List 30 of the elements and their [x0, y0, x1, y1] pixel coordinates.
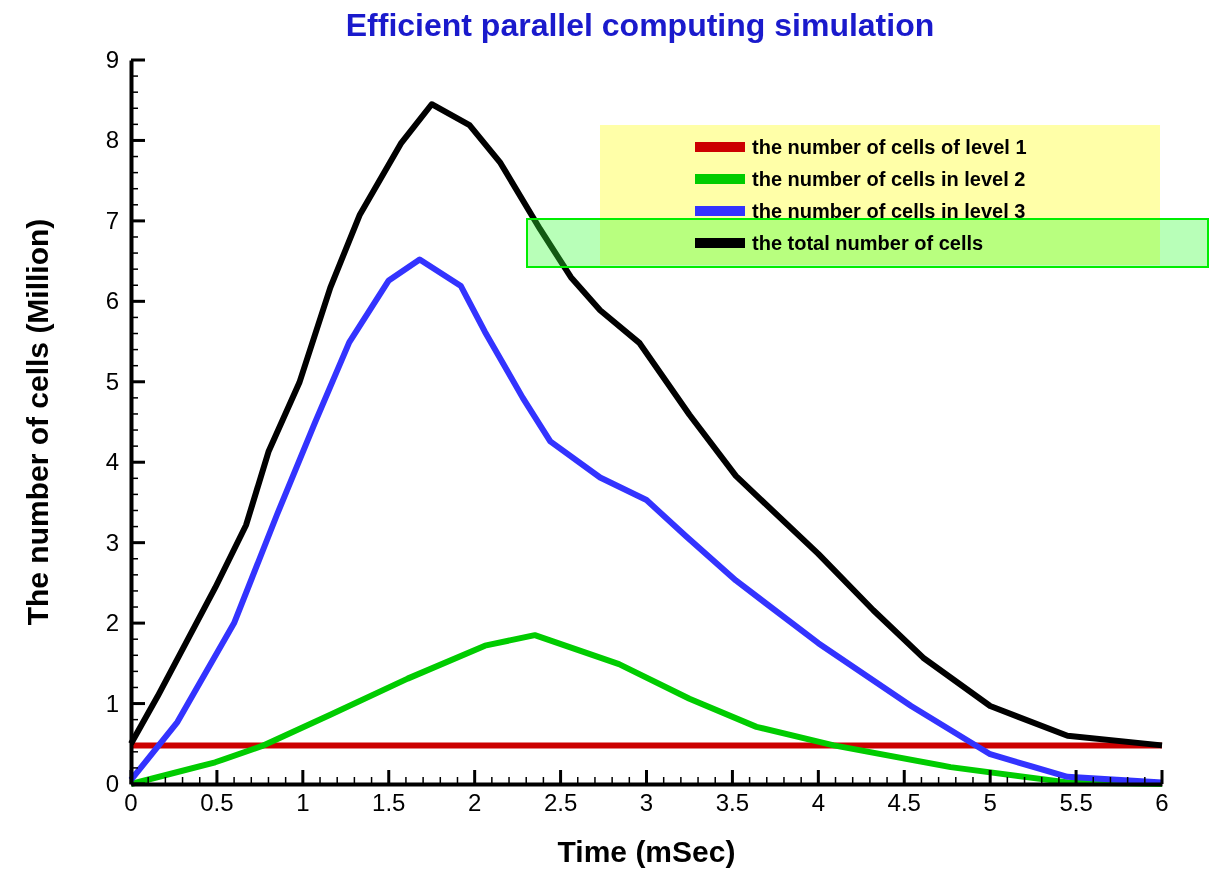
legend-label: the total number of cells — [752, 232, 984, 254]
x-tick-label: 2 — [467, 789, 482, 816]
x-tick-label: 3.5 — [715, 789, 750, 816]
legend-label: the number of cells in level 2 — [752, 168, 1026, 190]
legend-label: the number of cells of level 1 — [752, 136, 1027, 158]
y-tick-label: 6 — [105, 287, 119, 315]
y-tick-label: 0 — [105, 770, 119, 797]
x-tick-label: 3 — [639, 789, 654, 816]
x-tick-label: 1 — [296, 789, 310, 816]
x-tick-label: 6 — [1155, 789, 1169, 816]
x-tick-label: 4.5 — [887, 789, 921, 816]
y-tick-label: 8 — [105, 126, 119, 154]
x-tick-label: 0.5 — [200, 789, 234, 816]
y-tick-label: 7 — [105, 206, 119, 234]
y-tick-label: 9 — [105, 46, 119, 73]
y-tick-label: 2 — [105, 609, 119, 637]
x-axis-title: Time (mSec) — [557, 835, 736, 868]
x-tick-label: 1.5 — [372, 789, 406, 816]
y-tick-label: 3 — [105, 528, 119, 556]
x-tick-label: 5 — [983, 789, 997, 816]
x-tick-label: 0 — [124, 789, 138, 816]
y-tick-label: 4 — [105, 448, 119, 476]
y-tick-label: 5 — [105, 367, 119, 395]
x-tick-label: 2.5 — [543, 789, 578, 816]
chart-title: Efficient parallel computing simulation — [345, 7, 935, 43]
y-tick-label: 1 — [105, 689, 119, 717]
x-tick-label: 4 — [811, 789, 826, 816]
legend-label: the number of cells in level 3 — [752, 200, 1026, 222]
x-tick-label: 5.5 — [1059, 789, 1093, 816]
y-axis-title: The number of cells (Million) — [21, 218, 54, 626]
